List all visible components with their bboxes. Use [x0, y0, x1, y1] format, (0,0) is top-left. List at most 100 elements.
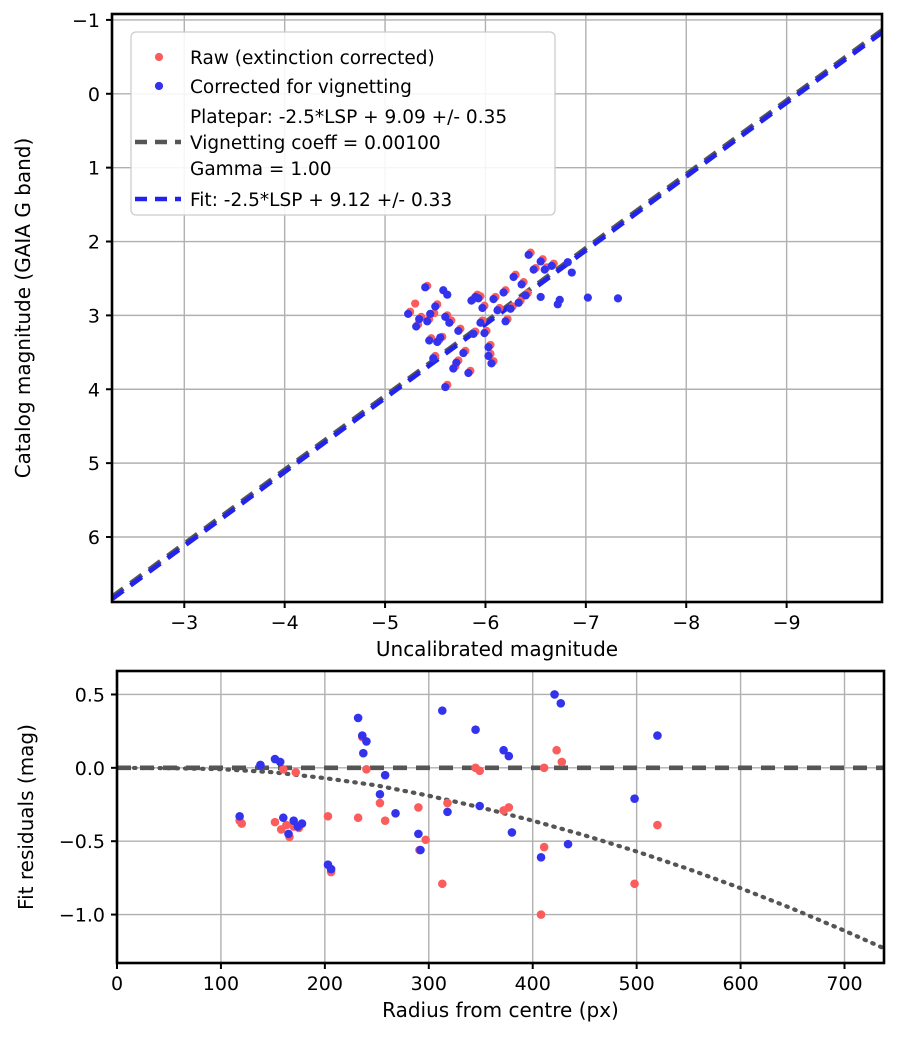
data-point: [441, 382, 450, 392]
scatter-corrected-panel2: [235, 690, 662, 874]
data-point: [464, 368, 473, 378]
y-tick-label: 5: [88, 453, 100, 475]
data-point: [484, 343, 493, 352]
data-point: [474, 294, 483, 303]
x-tick-label: −7: [572, 612, 600, 634]
y-tick-label: 4: [88, 379, 100, 401]
magnitude-calibration-panel: −3 −4 −5 −6 −7 −8 −9 −1 0 1 2 3 4 5 6 Uncalibrated magn…: [11, 10, 884, 661]
data-point: [552, 745, 561, 755]
data-point: [414, 829, 423, 839]
x-tick-label: 500: [619, 973, 655, 995]
data-point: [437, 879, 447, 889]
y-tick-label: 1: [88, 158, 100, 180]
data-point: [556, 698, 566, 708]
data-point: [237, 819, 247, 828]
scatter-corrected-panel1: [404, 250, 623, 392]
data-point: [375, 789, 385, 799]
legend-marker-corrected: [154, 81, 164, 91]
data-point: [431, 302, 440, 311]
y-tick-label: 2: [88, 232, 100, 254]
data-point: [359, 748, 368, 758]
x-tick-label: −5: [371, 612, 399, 634]
data-point: [613, 294, 623, 303]
data-point: [630, 794, 639, 803]
data-point: [445, 318, 454, 327]
x-tick-label: −4: [271, 612, 299, 634]
data-point: [297, 819, 307, 828]
data-point: [421, 283, 430, 292]
data-point: [235, 811, 244, 821]
data-point: [471, 725, 480, 734]
data-point: [476, 318, 485, 327]
x-axis-label-panel1: Uncalibrated magnitude: [376, 637, 618, 661]
data-point: [499, 745, 508, 755]
data-point: [411, 299, 420, 308]
y-tick-label: 3: [88, 305, 100, 327]
data-point: [412, 322, 421, 331]
data-point: [353, 813, 363, 823]
data-point: [426, 309, 435, 319]
data-point: [547, 261, 556, 270]
data-point: [323, 811, 333, 821]
data-area-panel1: [112, 28, 882, 601]
x-tick-label: 200: [307, 973, 343, 995]
x-axis-label-panel2: Radius from centre (px): [382, 998, 619, 1022]
axes-frame-panel1: [110, 12, 884, 604]
fit-residuals-panel: 0 100 200 300 400 500 600 700 0.5 0.0 −0.5 −1.0 Radi…: [14, 669, 886, 1022]
data-point: [539, 763, 549, 773]
grid-lines-panel1: [112, 14, 882, 602]
data-point: [282, 820, 291, 830]
y-tick-label: 0: [88, 84, 100, 106]
data-point: [524, 250, 533, 259]
data-point: [475, 801, 485, 811]
grid-lines-panel2: [116, 671, 884, 963]
data-point: [499, 288, 508, 297]
x-tick-label: 300: [411, 973, 447, 995]
data-point: [278, 765, 288, 774]
data-point: [521, 291, 530, 300]
legend[interactable]: Raw (extinction corrected) Corrected for …: [130, 31, 556, 216]
data-point: [487, 359, 496, 368]
axes-frame-panel2: [115, 669, 886, 965]
data-point: [454, 326, 463, 335]
x-tick-label: 100: [203, 973, 239, 995]
y-tick-label: 0.0: [75, 758, 105, 780]
legend-marker-raw: [154, 52, 164, 62]
data-point: [441, 312, 450, 321]
data-point: [536, 853, 546, 862]
data-point: [375, 798, 385, 808]
data-point: [504, 803, 514, 812]
x-tick-label: −3: [170, 612, 198, 634]
data-point: [443, 798, 452, 808]
data-point: [275, 757, 285, 767]
data-point: [278, 813, 288, 823]
data-point: [437, 706, 447, 715]
data-point: [326, 864, 336, 874]
data-point: [529, 265, 538, 274]
x-tick-label: −6: [471, 612, 499, 634]
data-point: [507, 828, 517, 837]
legend-label-raw: Raw (extinction corrected): [190, 48, 435, 69]
data-point: [439, 286, 448, 295]
data-point: [653, 820, 662, 830]
data-point: [567, 268, 576, 277]
data-point: [506, 304, 515, 313]
x-tick-label: 0: [111, 973, 123, 995]
data-point: [362, 765, 371, 774]
data-point: [478, 303, 487, 313]
data-point: [557, 757, 567, 767]
y-axis-label-panel1: Catalog magnitude (GAIA G band): [11, 138, 35, 479]
data-point: [353, 713, 363, 723]
x-tick-label: 700: [826, 973, 862, 995]
data-point: [504, 751, 514, 761]
x-tick-label: −9: [773, 612, 801, 634]
data-point: [270, 817, 280, 827]
y-tick-label: −1.0: [59, 905, 105, 927]
y-tick-label: −0.5: [59, 831, 105, 853]
legend-box: [130, 31, 556, 216]
legend-label-corrected: Corrected for vignetting: [190, 77, 412, 98]
y-tick-label: 6: [88, 527, 100, 549]
y-tick-label: 0.5: [75, 684, 105, 706]
